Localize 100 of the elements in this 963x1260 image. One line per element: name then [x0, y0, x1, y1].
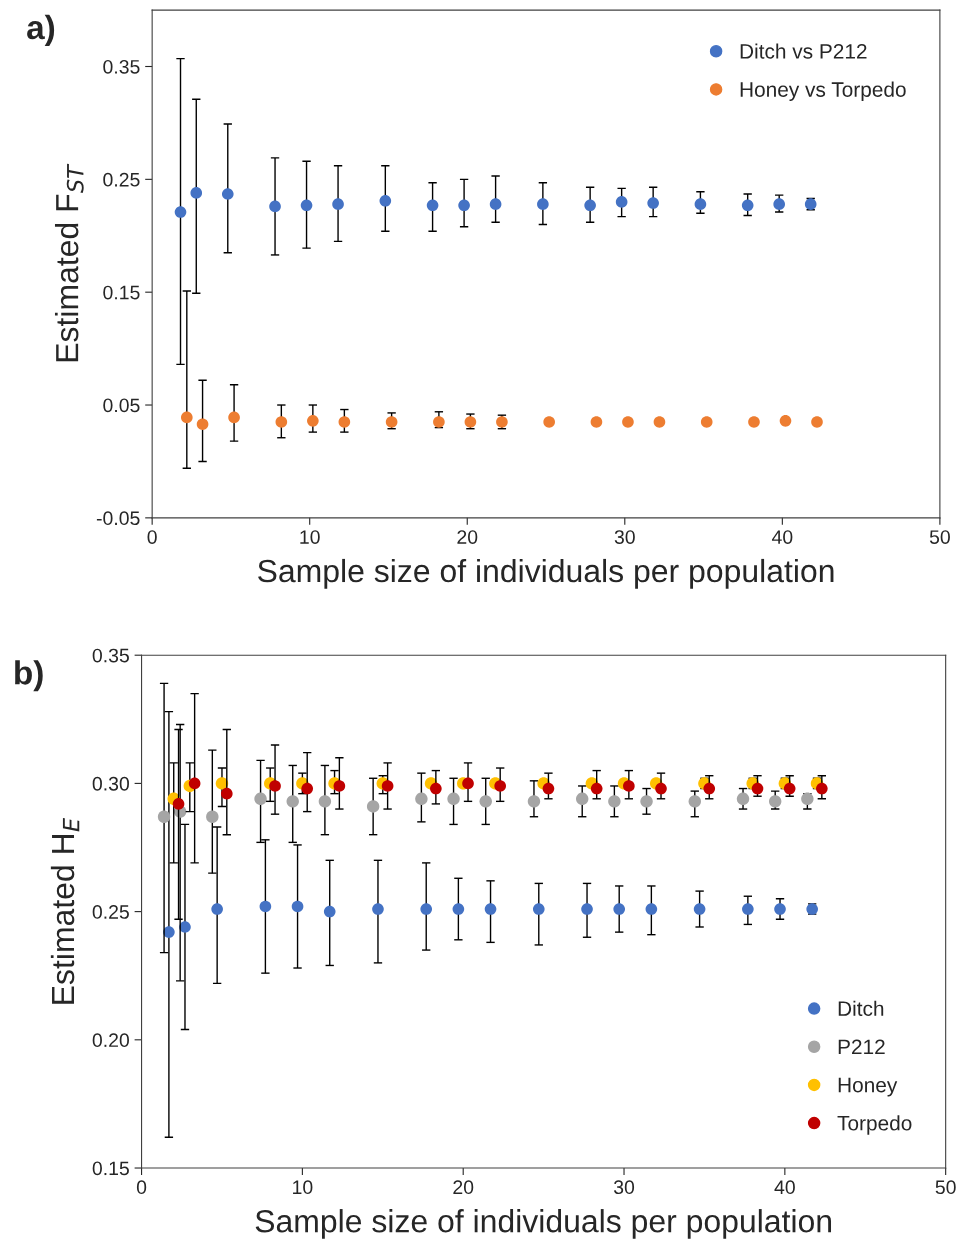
point [430, 782, 442, 795]
y-tick-label: 0.35 [92, 648, 129, 663]
x-tick-label: 40 [774, 1180, 795, 1195]
x-tick-label: 0 [136, 1180, 147, 1195]
point [300, 199, 313, 212]
point [254, 792, 267, 805]
point [452, 903, 465, 915]
legend-label: Torpedo [837, 1115, 912, 1135]
point [301, 782, 314, 795]
point [768, 795, 782, 808]
chart-title: b) [15, 660, 43, 692]
y-axis-title: Estimated F$_{ST}$ [54, 163, 84, 362]
point [338, 416, 351, 428]
x-tick-label: 10 [300, 530, 320, 544]
point [420, 903, 433, 915]
point [801, 792, 814, 805]
legend-label: Honey vs Torpedo [740, 81, 906, 101]
x-tick-label: 20 [457, 530, 478, 544]
point [741, 199, 754, 212]
point [613, 903, 626, 915]
point [647, 197, 659, 209]
point [188, 777, 201, 790]
point [645, 903, 658, 915]
x-tick-label: 30 [613, 1180, 635, 1195]
point [774, 903, 786, 915]
point [811, 416, 823, 428]
point [307, 415, 319, 427]
point [779, 415, 792, 427]
y-tick-label: -0.05 [96, 511, 140, 526]
x-axis-title: Sample size of individuals per population [255, 1209, 832, 1239]
point [816, 782, 828, 795]
point [736, 792, 750, 805]
point [773, 198, 785, 210]
point [576, 792, 589, 805]
point [323, 905, 336, 918]
point [688, 795, 701, 808]
point [157, 810, 171, 823]
point [220, 787, 233, 800]
point [433, 416, 445, 428]
point [694, 198, 707, 210]
point [269, 780, 281, 792]
point [372, 903, 384, 915]
legend-label: Ditch [838, 1000, 884, 1017]
point [333, 780, 346, 792]
y-tick-label: 0.35 [103, 59, 140, 74]
x-tick-label: 40 [771, 530, 793, 544]
point [484, 903, 497, 915]
point [206, 810, 219, 823]
point [426, 199, 439, 212]
point [640, 795, 653, 808]
point [655, 782, 667, 795]
point [462, 777, 474, 790]
legend-label: Ditch vs P212 [740, 43, 867, 59]
point [190, 187, 203, 199]
point [590, 782, 603, 795]
point [653, 416, 666, 428]
legend-label: P212 [838, 1039, 885, 1055]
point [458, 199, 470, 212]
y-axis-title: Estimated H$_{E}$ [50, 817, 80, 1004]
point [494, 780, 506, 792]
x-axis-title: Sample size of individuals per population [258, 558, 834, 589]
point [415, 792, 428, 805]
y-tick-label: 0.30 [92, 776, 129, 791]
point [286, 795, 299, 808]
y-tick-label: 0.15 [103, 285, 140, 300]
y-tick-label: 0.25 [92, 905, 129, 919]
point [703, 782, 716, 795]
point [537, 198, 549, 210]
point [291, 900, 304, 913]
point [366, 800, 380, 813]
point [693, 903, 706, 915]
point [479, 795, 492, 808]
point [581, 903, 593, 915]
point [332, 198, 344, 210]
point [275, 416, 288, 428]
point [590, 416, 603, 428]
y-tick-label: 0.05 [103, 398, 140, 413]
point [584, 199, 596, 212]
legend-label: Honey [838, 1077, 898, 1097]
point [215, 777, 229, 790]
chart-title: a) [27, 14, 55, 46]
point [447, 792, 460, 805]
point [543, 416, 555, 428]
point [318, 795, 332, 808]
point [751, 782, 764, 795]
y-tick-label: 0.20 [92, 1033, 129, 1048]
x-tick-label: 50 [935, 1180, 956, 1195]
point [623, 780, 635, 792]
point [527, 795, 541, 808]
point [385, 416, 398, 428]
point [269, 200, 281, 213]
y-tick-label: 0.15 [92, 1161, 129, 1176]
point [174, 206, 187, 218]
point [196, 418, 209, 431]
point [608, 795, 621, 808]
x-tick-label: 50 [929, 530, 950, 544]
point [748, 416, 760, 428]
y-tick-label: 0.25 [103, 172, 140, 187]
point [622, 416, 634, 428]
x-tick-label: 10 [293, 1180, 313, 1195]
